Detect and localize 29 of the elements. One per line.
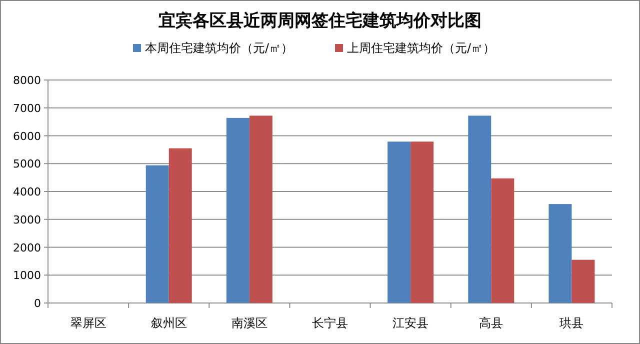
y-tick-label: 6000 [13, 130, 41, 143]
x-tick-label: 江安县 [392, 316, 429, 330]
x-tick-label: 叙州区 [150, 316, 187, 330]
legend-label: 本周住宅建筑均价（元/㎡） [145, 41, 294, 55]
x-tick-label: 高县 [479, 316, 504, 330]
y-tick-label: 5000 [13, 158, 41, 171]
bar [226, 118, 250, 303]
y-tick-label: 2000 [13, 241, 41, 254]
y-tick-label: 7000 [13, 102, 41, 115]
y-tick-label: 1000 [13, 269, 41, 282]
bar [468, 116, 492, 303]
bar [491, 178, 514, 303]
legend-label: 上周住宅建筑均价（元/㎡） [347, 41, 496, 55]
chart-title: 宜宾各区县近两周网签住宅建筑均价对比图 [158, 11, 482, 31]
bar [410, 142, 434, 303]
x-tick-label: 翠屏区 [70, 316, 106, 330]
bar [572, 260, 595, 303]
y-tick-label: 8000 [13, 74, 41, 87]
bar [388, 142, 411, 303]
bar [168, 148, 192, 303]
y-tick-label: 0 [34, 297, 41, 310]
x-tick-label: 长宁县 [312, 316, 348, 330]
bar [146, 165, 169, 303]
y-tick-label: 3000 [13, 213, 41, 226]
x-tick-label: 南溪区 [231, 316, 268, 330]
bar [249, 116, 272, 303]
y-tick-label: 4000 [13, 186, 41, 198]
bar [548, 204, 572, 303]
x-tick-label: 珙县 [560, 316, 584, 330]
